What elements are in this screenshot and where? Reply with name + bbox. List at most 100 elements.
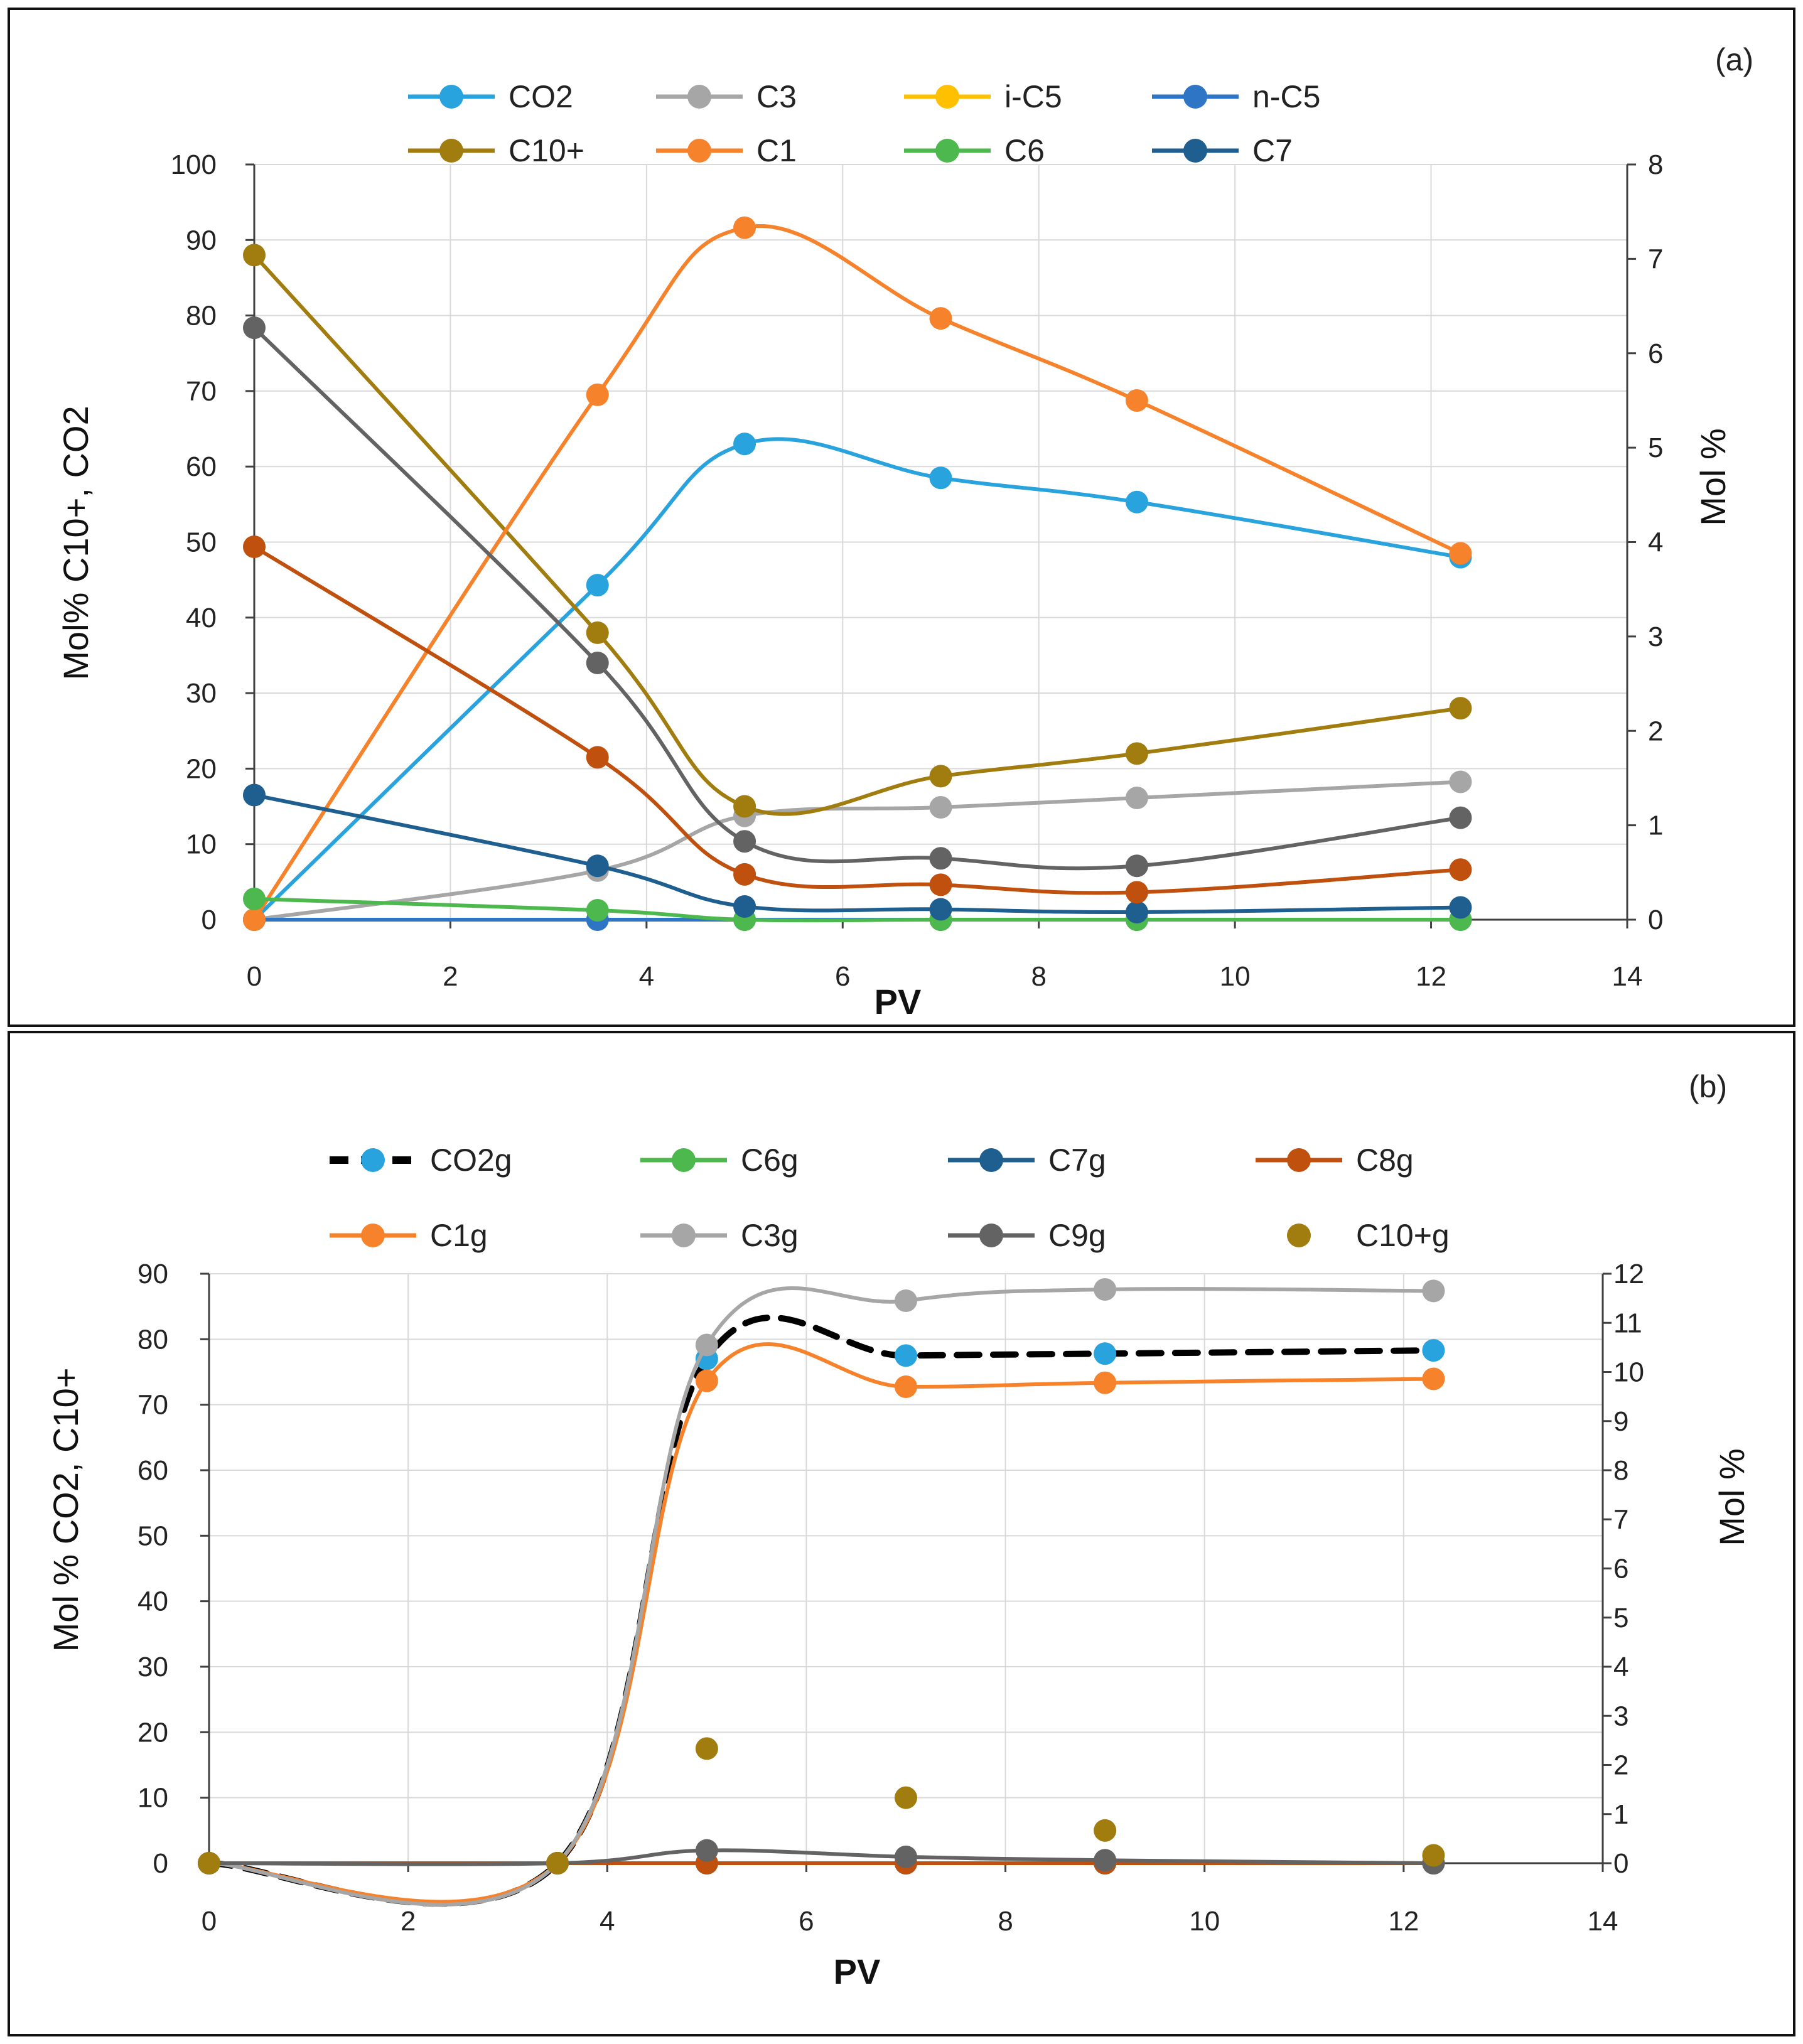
legend-marker-c10plusg: [1287, 1224, 1311, 1247]
legend-label-c1: C1: [756, 133, 797, 168]
legend-marker-c7: [1183, 139, 1207, 163]
legend-marker-co2g: [361, 1148, 385, 1172]
point-c1-5: [1449, 542, 1472, 565]
legend-entry-i-c5: i-C5: [904, 79, 1062, 114]
x-tick-label: 14: [1612, 961, 1643, 992]
legend-entry-c1g: C1g: [330, 1218, 488, 1253]
y-tick-label: 70: [137, 1390, 168, 1421]
legend-marker-c3: [687, 85, 711, 109]
point-c10plus-3: [929, 765, 952, 788]
point-c10plusg-2: [695, 1737, 718, 1760]
x-tick-label: 8: [1031, 961, 1046, 992]
legend-marker-i-c5: [935, 85, 959, 109]
legend-label-c1g: C1g: [430, 1218, 488, 1253]
legend-label-c9g: C9g: [1048, 1218, 1106, 1253]
legend-marker-c6g: [672, 1148, 696, 1172]
y2-tick-label: 2: [1648, 716, 1663, 746]
y-tick-label: 0: [202, 905, 217, 935]
y-tick-label: 90: [186, 225, 217, 255]
point-c9-5: [1449, 806, 1472, 829]
legend-entry-co2: CO2: [408, 79, 573, 114]
point-c10plusg-4: [1094, 1819, 1117, 1842]
point-c1g-5: [1422, 1367, 1445, 1390]
point-c7-4: [1125, 900, 1148, 923]
legend-label-c6: C6: [1004, 133, 1045, 168]
legend-entry-c6: C6: [904, 133, 1045, 168]
point-co2-2: [733, 433, 756, 456]
legend-entry-c10plus: C10+: [408, 133, 584, 168]
legend-marker-c3g: [672, 1224, 696, 1247]
y2-tick-label: 4: [1613, 1652, 1628, 1682]
point-c10plusg-0: [198, 1852, 220, 1875]
a-y2-tick-labels: 0 1 2 3 4 5 6 7 8: [1648, 149, 1663, 935]
point-c7-2: [733, 895, 756, 918]
series-c8: [243, 535, 1472, 904]
y-tick-label: 50: [137, 1520, 168, 1551]
y-tick-label: 60: [137, 1455, 168, 1486]
point-c10plusg-1: [546, 1852, 569, 1875]
point-c10plus-1: [586, 621, 609, 644]
point-c10plus-0: [243, 244, 266, 267]
point-c1-3: [929, 307, 952, 330]
y2-tick-label: 7: [1648, 244, 1663, 274]
point-c9g-4: [1094, 1849, 1117, 1872]
y2-tick-label: 6: [1613, 1554, 1628, 1584]
legend-label-co2g: CO2g: [430, 1143, 512, 1178]
b-y-tick-labels: 0 10 20 30 40 50 60 70 80 90: [137, 1259, 168, 1879]
line-c9g: [207, 1848, 1436, 1866]
x-tick-label: 4: [639, 961, 654, 992]
point-c10plus-5: [1449, 697, 1472, 720]
b-series: [198, 1278, 1445, 1907]
legend-entry-c7: C7: [1152, 133, 1293, 168]
line-c7: [252, 793, 1463, 915]
point-c1-0: [243, 908, 266, 931]
point-co2g-4: [1094, 1342, 1117, 1365]
b-y2-axis-title: Mol %: [1712, 1448, 1752, 1546]
a-x-axis-title: PV: [875, 982, 922, 1021]
point-c7-0: [243, 783, 266, 807]
point-c3g-2: [695, 1333, 718, 1357]
legend-marker-n-c5: [1183, 85, 1207, 109]
point-c9-0: [243, 316, 266, 340]
y-tick-label: 90: [137, 1259, 168, 1289]
point-c1g-3: [895, 1375, 917, 1398]
legend-label-c7g: C7g: [1048, 1143, 1106, 1178]
b-legend: CO2g C6g C7g C8g C1g C3g C9g C10+g: [330, 1143, 1450, 1253]
point-c3g-5: [1422, 1279, 1445, 1303]
point-c10plus-4: [1125, 742, 1148, 765]
series-c7: [243, 783, 1472, 923]
y-tick-label: 20: [137, 1717, 168, 1748]
point-c1-2: [733, 216, 756, 239]
line-co2g: [206, 1315, 1437, 1907]
point-c8-1: [586, 746, 609, 769]
legend-entry-c6g: C6g: [640, 1143, 799, 1178]
point-c1-1: [586, 383, 609, 406]
y2-tick-label: 1: [1648, 810, 1663, 841]
y2-tick-label: 3: [1613, 1701, 1628, 1731]
point-co2-1: [586, 574, 609, 597]
b-x-axis-title: PV: [834, 1952, 881, 1991]
y2-tick-label: 0: [1648, 905, 1663, 935]
y-tick-label: 20: [186, 753, 217, 784]
legend-label-n-c5: n-C5: [1252, 79, 1320, 114]
legend-label-c6g: C6g: [741, 1143, 799, 1178]
y-tick-label: 10: [137, 1783, 168, 1814]
point-c3-3: [929, 796, 952, 819]
point-co2g-3: [895, 1344, 917, 1367]
panel-label-b: (b): [1689, 1069, 1727, 1104]
legend-label-i-c5: i-C5: [1004, 79, 1062, 114]
line-c8: [252, 545, 1463, 895]
legend-label-c3: C3: [756, 79, 797, 114]
x-tick-label: 0: [202, 1906, 217, 1937]
point-c8-4: [1125, 881, 1148, 904]
y2-tick-label: 1: [1613, 1799, 1628, 1830]
x-tick-label: 6: [799, 1906, 814, 1937]
point-c3g-4: [1094, 1278, 1117, 1301]
y2-tick-label: 10: [1613, 1357, 1644, 1388]
a-legend: CO2 C3 i-C5 n-C5 C10+ C1 C6 C7: [408, 79, 1320, 168]
y-tick-label: 10: [186, 829, 217, 860]
point-c9-4: [1125, 854, 1148, 878]
